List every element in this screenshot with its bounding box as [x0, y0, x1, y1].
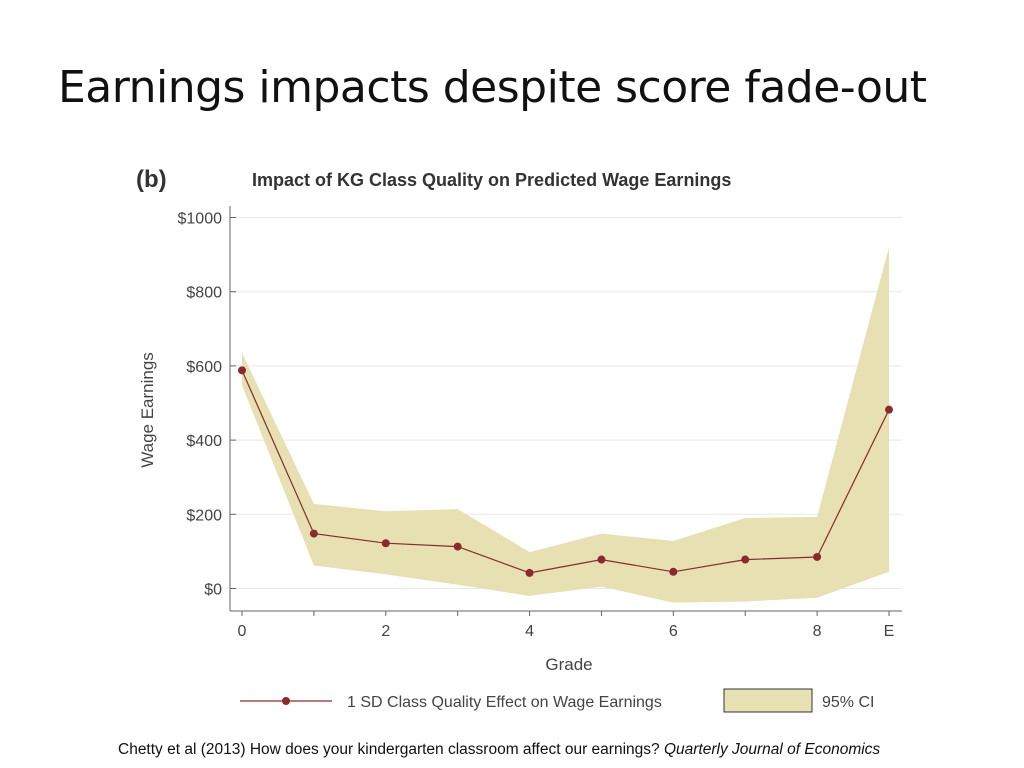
legend-marker-sample	[282, 697, 290, 705]
data-point-1	[309, 529, 318, 538]
data-point-6	[669, 567, 678, 576]
y-tick-label-4: $800	[186, 285, 222, 302]
x-tick-label-9: E	[884, 623, 895, 640]
chart-title: Impact of KG Class Quality on Predicted …	[252, 170, 732, 190]
x-tick-label-4: 4	[525, 623, 534, 640]
citation-text: Chetty et al (2013) How does your kinder…	[118, 741, 660, 758]
data-point-3	[453, 542, 462, 551]
data-point-7	[741, 555, 750, 564]
x-tick-label-6: 6	[669, 623, 678, 640]
x-tick-label-8: 8	[813, 623, 822, 640]
citation-caption: Chetty et al (2013) How does your kinder…	[118, 741, 880, 759]
data-point-8	[813, 552, 822, 561]
slide-title: Earnings impacts despite score fade-out	[58, 62, 927, 113]
data-point-2	[381, 539, 390, 548]
legend-series-label: 1 SD Class Quality Effect on Wage Earnin…	[347, 694, 662, 711]
ci-band	[242, 247, 889, 603]
legend-ci-label: 95% CI	[822, 694, 874, 711]
data-point-0	[238, 366, 246, 375]
journal-name: Quarterly Journal of Economics	[663, 741, 881, 758]
x-tick-label-2: 2	[381, 623, 390, 640]
y-tick-label-0: $0	[204, 582, 222, 599]
y-tick-label-2: $400	[186, 433, 222, 450]
y-tick-label-1: $200	[186, 507, 222, 524]
x-axis-label: Grade	[545, 655, 592, 674]
y-tick-label-5: $1000	[178, 211, 223, 228]
data-point-5	[597, 555, 606, 564]
data-point-4	[525, 568, 534, 577]
series-line	[241, 370, 890, 574]
x-tick-label-0: 0	[238, 623, 247, 640]
y-tick-label-3: $600	[186, 359, 222, 376]
legend-ci-swatch	[723, 688, 813, 713]
y-axis-label: Wage Earnings	[138, 352, 157, 468]
panel-label: (b)	[136, 166, 167, 193]
data-point-9	[885, 405, 893, 414]
